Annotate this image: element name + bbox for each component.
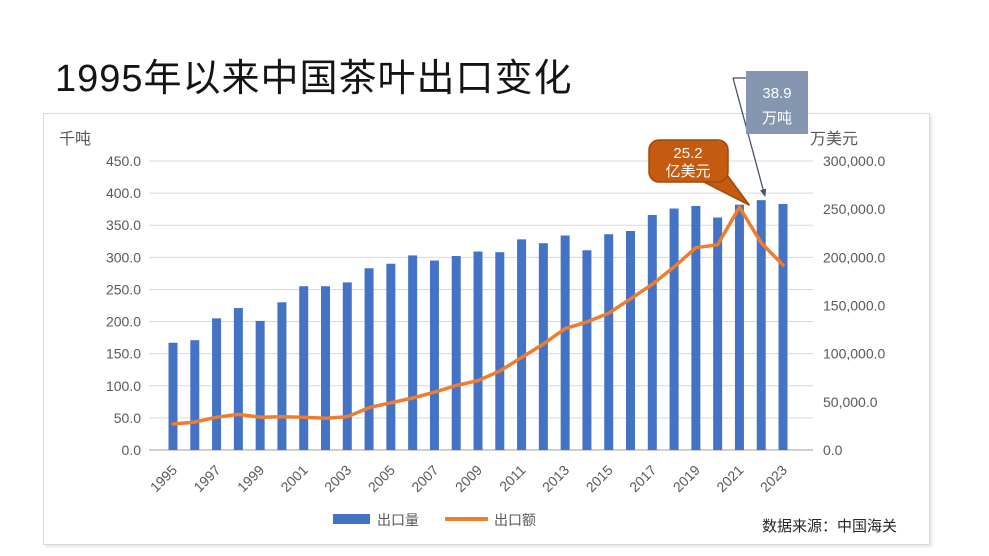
bar-1996 <box>190 340 200 450</box>
callout-box-export-value-peak <box>648 139 729 183</box>
bar-2006 <box>408 255 418 450</box>
bar-2007 <box>429 260 439 450</box>
bar-2010 <box>495 252 505 450</box>
x-axis-tick-label: 2009 <box>452 462 485 495</box>
legend-label-export-volume: 出口量 <box>377 512 419 528</box>
bar-2022 <box>756 200 766 450</box>
bar-2008 <box>451 256 461 450</box>
annotation-value: 38.9 <box>762 85 791 102</box>
x-axis-tick-label: 1997 <box>190 462 223 495</box>
left-axis-tick-label: 100.0 <box>106 378 141 394</box>
bar-2018 <box>669 208 679 450</box>
right-axis-tick-label: 100,000.0 <box>823 346 885 362</box>
bar-2012 <box>538 243 548 450</box>
x-axis-tick-label: 2017 <box>626 462 659 495</box>
left-axis-tick-label: 50.0 <box>114 410 141 426</box>
x-axis-tick-label: 2019 <box>670 462 703 495</box>
chart-svg: 0.0 50.0 100.0 150.0 200.0 250.0 300.0 350.0 400… <box>59 71 885 528</box>
callout-unit: 亿美元 <box>665 163 710 180</box>
bar-2017 <box>647 214 657 450</box>
left-axis-tick-label: 450.0 <box>106 153 141 169</box>
right-axis-title: 万美元 <box>810 130 858 148</box>
legend-swatch-export-volume <box>333 514 370 524</box>
bar-2013 <box>560 235 570 450</box>
left-axis-tick-label: 300.0 <box>106 249 141 265</box>
bar-2019 <box>691 205 701 450</box>
right-axis-tick-label: 0.0 <box>823 442 843 458</box>
right-axis-tick-label: 50,000.0 <box>823 394 878 410</box>
chart-area: 0.0 50.0 100.0 150.0 200.0 250.0 300.0 350.0 400… <box>43 71 930 545</box>
x-axis-tick-label: 2001 <box>277 462 310 495</box>
bar-2021 <box>734 204 744 450</box>
x-axis-tick-label: 1999 <box>234 462 267 495</box>
bar-1998 <box>233 308 243 450</box>
annotation-leader-line <box>732 77 765 192</box>
bar-2023 <box>778 204 788 450</box>
bar-1997 <box>212 318 222 450</box>
bar-2005 <box>386 263 396 450</box>
bar-2009 <box>473 251 483 450</box>
right-axis-tick-label: 300,000.0 <box>823 153 885 169</box>
bar-2002 <box>321 286 331 450</box>
left-axis-tick-label: 400.0 <box>106 185 141 201</box>
bar-2016 <box>626 231 636 450</box>
bar-2011 <box>517 239 527 450</box>
bar-2000 <box>277 302 287 450</box>
callout-value: 25.2 <box>673 145 702 162</box>
annotation-unit: 万吨 <box>762 110 792 127</box>
bar-2001 <box>299 286 309 450</box>
annotation-box-export-volume-peak <box>746 71 808 134</box>
x-axis-tick-label: 2003 <box>321 462 354 495</box>
bar-2004 <box>364 268 374 450</box>
bar-2014 <box>582 250 592 450</box>
right-axis-tick-label: 150,000.0 <box>823 298 885 314</box>
left-axis-tick-label: 250.0 <box>106 281 141 297</box>
left-axis-tick-label: 350.0 <box>106 217 141 233</box>
right-axis-tick-label: 250,000.0 <box>823 201 885 217</box>
left-axis-tick-label: 200.0 <box>106 314 141 330</box>
export-value-line <box>171 205 785 426</box>
x-axis-tick-label: 2013 <box>539 462 572 495</box>
right-axis-tick-label: 200,000.0 <box>823 249 885 265</box>
legend-label-export-value: 出口额 <box>494 512 536 528</box>
bar-1995 <box>168 342 178 450</box>
source-note: 数据来源：中国海关 <box>761 518 897 535</box>
chart-title: 1995年以来中国茶叶出口变化 <box>55 58 573 101</box>
bar-2003 <box>342 282 352 450</box>
bar-1999 <box>255 320 265 450</box>
left-axis-title: 千吨 <box>59 130 91 148</box>
x-axis-tick-label: 2021 <box>713 462 746 495</box>
left-axis-tick-label: 150.0 <box>106 346 141 362</box>
annotation-leader-arrowhead <box>760 188 767 198</box>
bar-2020 <box>713 217 723 450</box>
left-axis-tick-label: 0.0 <box>122 442 142 458</box>
x-axis-tick-label: 1995 <box>147 462 180 495</box>
x-axis-tick-label: 2023 <box>757 462 790 495</box>
x-axis-tick-label: 2005 <box>365 462 398 495</box>
x-axis-tick-label: 2007 <box>408 462 441 495</box>
bar-2015 <box>604 234 614 450</box>
x-axis-tick-label: 2011 <box>496 462 529 495</box>
x-axis-tick-label: 2015 <box>582 462 615 495</box>
